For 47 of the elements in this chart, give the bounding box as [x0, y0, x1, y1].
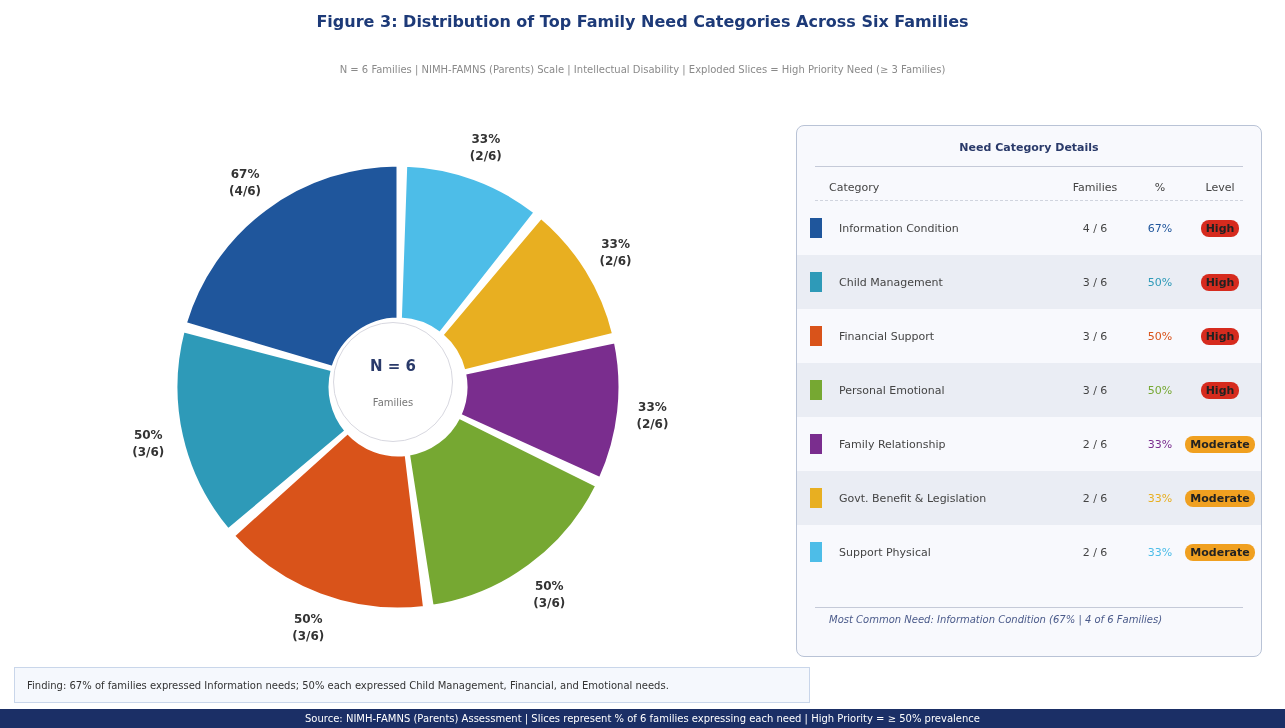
text: 3 / 6: [1081, 329, 1109, 343]
text: 2 / 6: [1081, 545, 1109, 559]
text: N = 6: [369, 357, 417, 375]
text: 3 / 6: [1081, 275, 1109, 289]
data-label: 50% (3/6): [132, 428, 165, 460]
pill-badge: High: [1200, 219, 1240, 237]
text: 50%: [1146, 383, 1174, 397]
text: 33%: [1146, 437, 1174, 451]
pill-badge: High: [1200, 327, 1240, 345]
legend-title: Need Category Details: [958, 141, 1100, 154]
text: 2 / 6: [1081, 491, 1109, 505]
text: Most Common Need: Information Condition (67% | 4 of 6 Families): [828, 614, 1164, 625]
pill-badge: High: [1200, 381, 1240, 399]
data-label: 50% (3/6): [292, 611, 325, 643]
legend-label: Information Condition: [839, 221, 960, 235]
text: 33%: [1146, 491, 1174, 505]
text: Families: [371, 397, 415, 408]
chart-subtitle: N = 6 Families | NIMH-FAMNS (Parents) Scale | Intellectual Disability | Exploded Slices = High Priority Need (≥ 3 Families): [338, 64, 947, 75]
pill-badge: High: [1200, 273, 1240, 291]
text: %: [1153, 181, 1167, 194]
data-label: 67% (4/6): [229, 166, 262, 198]
legend-label: Personal Emotional: [839, 383, 946, 397]
legend-label: Child Management: [839, 275, 944, 289]
legend-label: Govt. Benefit & Legislation: [839, 491, 988, 505]
data-label: 33% (2/6): [636, 400, 669, 432]
text: 50%: [1146, 275, 1174, 289]
data-label: 33% (2/6): [599, 237, 632, 269]
pill-badge: Moderate: [1185, 435, 1255, 453]
pill-badge: Moderate: [1185, 489, 1255, 507]
data-label: 33% (2/6): [469, 131, 502, 163]
text: 33%: [1146, 545, 1174, 559]
text: Families: [1071, 181, 1119, 194]
text: 2 / 6: [1081, 437, 1109, 451]
text: 3 / 6: [1081, 383, 1109, 397]
source-note: Source: NIMH-FAMNS (Parents) Assessment | Slices represent % of 6 families expressing each need | High Priority = ≥ 50% prevalence: [0, 709, 1285, 728]
text: Level: [1204, 181, 1236, 194]
text: 50%: [1146, 329, 1174, 343]
legend-label: Support Physical: [839, 545, 932, 559]
text: 4 / 6: [1081, 221, 1109, 235]
data-label: 50% (3/6): [533, 578, 566, 610]
legend-label: Financial Support: [839, 329, 936, 343]
pill-badge: Moderate: [1185, 543, 1255, 561]
legend-label: Family Relationship: [839, 437, 947, 451]
chart-title: Figure 3: Distribution of Top Family Need Categories Across Six Families: [315, 12, 970, 31]
text: Finding: 67% of families expressed Information needs; 50% each expressed Child Management, Financial, and Emotional needs.: [14, 667, 810, 703]
text: Category: [829, 181, 881, 194]
text: 67%: [1146, 221, 1174, 235]
